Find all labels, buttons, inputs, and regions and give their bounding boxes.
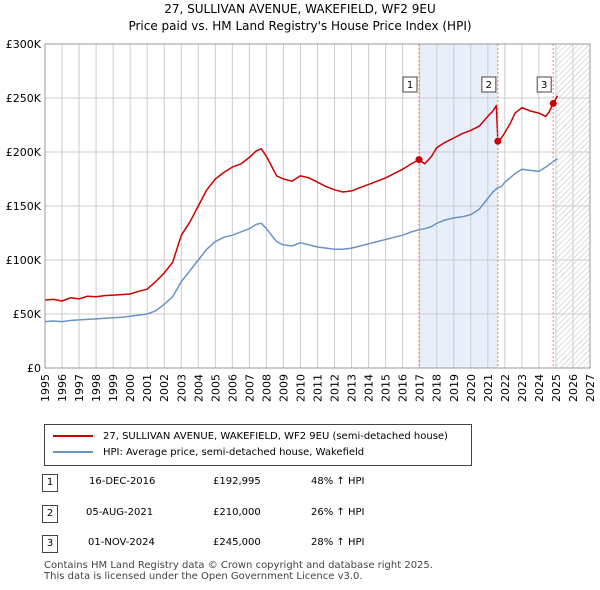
plot-border bbox=[44, 43, 591, 369]
legend-swatch-property bbox=[53, 435, 93, 437]
x-tick-label: 2005 bbox=[209, 374, 222, 402]
x-tick-label: 2019 bbox=[448, 374, 461, 402]
marker-label: 2 bbox=[486, 80, 492, 91]
sale-point bbox=[549, 99, 557, 107]
marker-label: 1 bbox=[407, 80, 413, 91]
transaction-hpi: 28% ↑ HPI bbox=[311, 537, 365, 548]
legend-label-property: 27, SULLIVAN AVENUE, WAKEFIELD, WF2 9EU … bbox=[103, 431, 448, 442]
x-tick-label: 2026 bbox=[567, 374, 580, 402]
x-tick-label: 2008 bbox=[260, 374, 273, 402]
y-tick-label: £50K bbox=[13, 308, 42, 321]
x-tick-label: 2013 bbox=[346, 374, 359, 402]
chart-title: 27, SULLIVAN AVENUE, WAKEFIELD, WF2 9EU bbox=[164, 2, 436, 16]
marker-box bbox=[402, 76, 418, 93]
x-tick-label: 2017 bbox=[414, 374, 427, 402]
legend-item-property: 27, SULLIVAN AVENUE, WAKEFIELD, WF2 9EU … bbox=[53, 430, 448, 444]
y-tick-label: £200K bbox=[6, 146, 42, 159]
price-chart: 1 2 3 1995 1996 1997 1998 1999 2000 2001 2002 2003… bbox=[6, 38, 597, 402]
x-tick-label: 2011 bbox=[312, 374, 325, 402]
legend-swatch-hpi bbox=[53, 451, 93, 453]
x-tick-label: 2004 bbox=[192, 374, 205, 402]
x-tick-label: 2025 bbox=[550, 374, 563, 402]
marker-box bbox=[481, 76, 497, 93]
x-tick-label: 2015 bbox=[380, 374, 393, 402]
y-tick-label: £250K bbox=[6, 92, 42, 105]
series-line-hpi bbox=[44, 157, 559, 323]
legend-item-hpi: HPI: Average price, semi-detached house,… bbox=[53, 446, 364, 460]
y-tick-label: £150K bbox=[6, 200, 42, 213]
y-tick-label: £0 bbox=[27, 362, 41, 375]
x-tick-label: 2003 bbox=[175, 374, 188, 402]
transaction-price: £192,995 bbox=[213, 476, 261, 487]
x-tick-label: 2024 bbox=[533, 374, 546, 402]
y-tick-label: £300K bbox=[6, 38, 42, 51]
transaction-price: £245,000 bbox=[213, 537, 261, 548]
x-tick-label: 2027 bbox=[584, 374, 597, 402]
x-tick-label: 1995 bbox=[39, 374, 52, 402]
x-tick-label: 1997 bbox=[73, 374, 86, 402]
transaction-hpi: 26% ↑ HPI bbox=[311, 507, 365, 518]
x-tick-label: 2010 bbox=[294, 374, 307, 402]
y-tick-label: £100K bbox=[6, 254, 42, 267]
footer-copyright: Contains HM Land Registry data © Crown c… bbox=[44, 560, 433, 571]
x-tick-label: 2021 bbox=[482, 374, 495, 402]
transaction-number: 3 bbox=[42, 535, 58, 553]
series-line-property bbox=[44, 95, 559, 302]
x-tick-label: 2009 bbox=[277, 374, 290, 402]
legend: 27, SULLIVAN AVENUE, WAKEFIELD, WF2 9EU … bbox=[44, 424, 472, 466]
x-tick-label: 2018 bbox=[431, 374, 444, 402]
x-tick-label: 2002 bbox=[158, 374, 171, 402]
transaction-number: 2 bbox=[42, 505, 58, 523]
marker-label: 3 bbox=[541, 80, 547, 91]
chart-subtitle: Price paid vs. HM Land Registry's House … bbox=[128, 19, 472, 33]
sale-point bbox=[415, 156, 423, 164]
legend-label-hpi: HPI: Average price, semi-detached house,… bbox=[103, 447, 365, 458]
x-tick-label: 2022 bbox=[499, 374, 512, 402]
transaction-hpi: 48% ↑ HPI bbox=[311, 476, 365, 487]
footer-license: This data is licensed under the Open Gov… bbox=[44, 571, 363, 582]
transaction-date: 16-DEC-2016 bbox=[89, 476, 156, 487]
x-tick-label: 2006 bbox=[226, 374, 239, 402]
transaction-price: £210,000 bbox=[213, 507, 261, 518]
x-tick-label: 2014 bbox=[363, 374, 376, 402]
transaction-number: 1 bbox=[42, 474, 58, 492]
transaction-date: 01-NOV-2024 bbox=[88, 537, 155, 548]
x-tick-label: 1996 bbox=[56, 374, 69, 402]
transaction-date: 05-AUG-2021 bbox=[86, 507, 154, 518]
x-tick-label: 2001 bbox=[141, 374, 154, 402]
x-tick-label: 2007 bbox=[243, 374, 256, 402]
sale-point bbox=[494, 137, 502, 145]
x-tick-label: 1998 bbox=[90, 374, 103, 402]
x-tick-label: 2012 bbox=[329, 374, 342, 402]
marker-box bbox=[536, 76, 552, 93]
x-tick-label: 2000 bbox=[124, 374, 137, 402]
x-tick-label: 2016 bbox=[397, 374, 410, 402]
x-tick-label: 2020 bbox=[465, 374, 478, 402]
x-tick-label: 1999 bbox=[107, 374, 120, 402]
x-tick-label: 2023 bbox=[516, 374, 529, 402]
